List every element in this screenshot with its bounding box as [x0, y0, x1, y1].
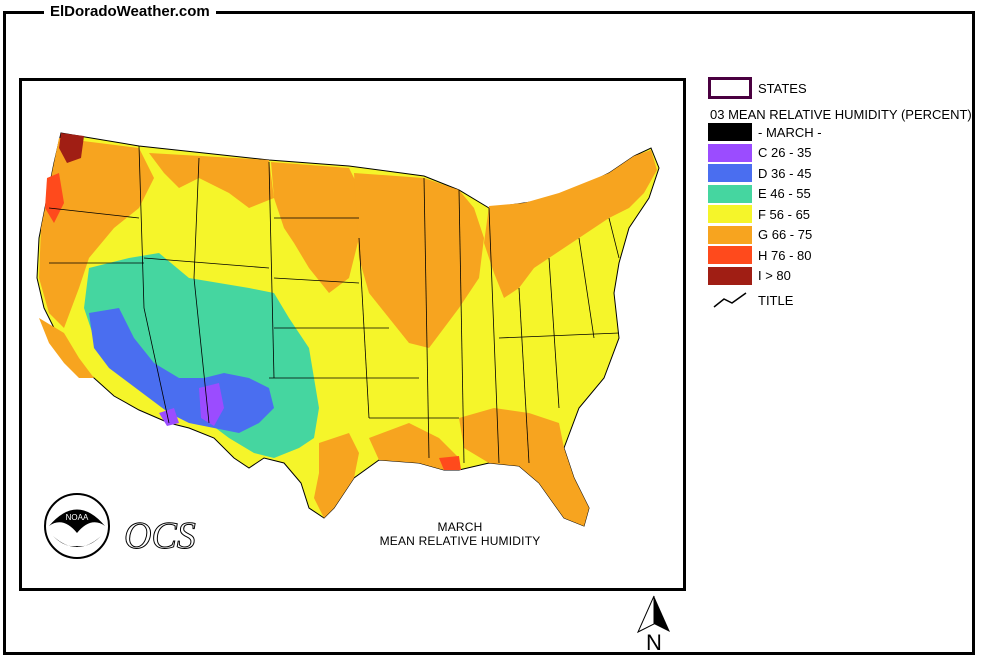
legend-swatch	[708, 184, 752, 203]
legend-states-label: STATES	[758, 80, 807, 96]
legend-item: D 36 - 45	[708, 164, 811, 182]
states-swatch	[708, 77, 752, 99]
map-caption: MARCH MEAN RELATIVE HUMIDITY	[360, 520, 560, 548]
state-boundaries	[48, 145, 620, 464]
ocs-logo: OCS	[124, 515, 197, 558]
caption-title: MEAN RELATIVE HUMIDITY	[379, 534, 541, 548]
legend-item-label: D 36 - 45	[758, 165, 812, 181]
g-zone-regions	[39, 138, 657, 526]
title-line-icon	[713, 292, 747, 308]
c-zone-region	[199, 383, 224, 426]
legend-swatch	[708, 266, 752, 285]
legend-states-row: STATES	[708, 77, 807, 99]
humidity-map: NOAA	[36, 132, 660, 559]
legend-item-label: G 66 - 75	[758, 227, 813, 242]
site-title[interactable]: ElDoradoWeather.com	[44, 3, 216, 21]
d-zone-region	[89, 308, 274, 433]
legend-item: E 46 - 55	[708, 184, 811, 203]
legend-title-row: TITLE	[708, 291, 793, 309]
legend-swatch	[708, 246, 752, 264]
legend-heading: 03 MEAN RELATIVE HUMIDITY (PERCENT)	[710, 106, 972, 122]
legend-swatch	[708, 123, 752, 141]
legend-swatch	[708, 143, 752, 162]
legend-item-label: C 26 - 35	[758, 145, 812, 160]
caption-month: MARCH	[437, 520, 483, 534]
legend-item-label: I > 80	[758, 268, 791, 283]
h-zone-region	[45, 173, 64, 223]
legend-item-label: - MARCH -	[758, 124, 822, 140]
north-label: N	[646, 630, 662, 654]
legend-swatch	[708, 205, 752, 223]
legend-swatch	[708, 164, 752, 182]
legend-item: F 56 - 65	[708, 205, 810, 223]
legend-item-label: F 56 - 65	[758, 206, 811, 222]
north-arrow-icon: N	[636, 595, 670, 654]
legend-item: C 26 - 35	[708, 143, 812, 162]
noaa-logo: NOAA	[44, 493, 110, 559]
legend-item: G 66 - 75	[708, 225, 813, 244]
i-zone-region	[59, 133, 84, 163]
legend-title-label: TITLE	[758, 292, 794, 308]
legend-swatch	[708, 225, 752, 244]
legend-heading-row: 03 MEAN RELATIVE HUMIDITY (PERCENT)	[710, 105, 972, 123]
outer-frame	[3, 11, 975, 655]
svg-text:NOAA: NOAA	[66, 513, 89, 522]
legend-item-label: H 76 - 80	[758, 247, 812, 263]
legend-item: I > 80	[708, 266, 791, 285]
legend-item: H 76 - 80	[708, 246, 811, 264]
legend-item: - MARCH -	[708, 123, 822, 141]
legend-item-label: E 46 - 55	[758, 186, 811, 201]
